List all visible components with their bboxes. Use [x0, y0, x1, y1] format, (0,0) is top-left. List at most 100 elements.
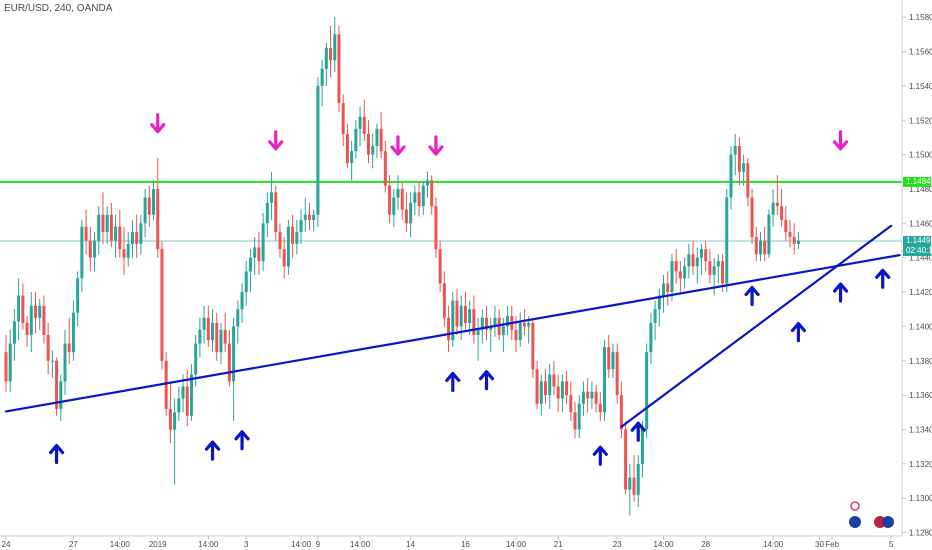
candle[interactable] [598, 391, 602, 421]
candle[interactable] [784, 206, 788, 241]
candle[interactable] [653, 300, 657, 341]
candle[interactable] [771, 188, 775, 227]
candle[interactable] [434, 197, 438, 258]
candle[interactable] [409, 192, 413, 238]
candle[interactable] [421, 182, 425, 215]
candle[interactable] [683, 257, 687, 289]
candle[interactable] [84, 209, 88, 255]
candle[interactable] [232, 317, 236, 421]
candle[interactable] [624, 420, 628, 495]
candle[interactable] [577, 395, 581, 439]
candle[interactable] [657, 288, 661, 327]
candle[interactable] [29, 292, 33, 353]
candle[interactable] [295, 219, 299, 255]
candle[interactable] [430, 175, 434, 215]
candle[interactable] [312, 209, 316, 232]
candle[interactable] [46, 322, 50, 375]
candle[interactable] [291, 214, 295, 258]
candle[interactable] [189, 364, 193, 421]
candle[interactable] [316, 77, 320, 227]
candle[interactable] [476, 317, 480, 361]
candle[interactable] [767, 209, 771, 258]
candle[interactable] [733, 134, 737, 176]
candle[interactable] [666, 271, 670, 306]
candle[interactable] [780, 188, 784, 227]
candle[interactable] [156, 158, 160, 258]
trendline-layer[interactable] [4, 224, 901, 428]
candle[interactable] [42, 295, 46, 344]
candle[interactable] [265, 192, 269, 238]
candle[interactable] [404, 192, 408, 232]
candle[interactable] [792, 223, 796, 255]
candle[interactable] [211, 309, 215, 353]
candle[interactable] [788, 219, 792, 248]
candle[interactable] [152, 180, 156, 220]
candle[interactable] [307, 202, 311, 231]
candle[interactable] [50, 350, 54, 378]
candle[interactable] [25, 316, 29, 348]
candle[interactable] [324, 42, 328, 86]
candle[interactable] [438, 240, 442, 293]
candle[interactable] [219, 322, 223, 365]
candle[interactable] [552, 360, 556, 396]
candle[interactable] [712, 257, 716, 296]
candle[interactable] [202, 305, 206, 344]
candle[interactable] [147, 185, 151, 227]
candle[interactable] [742, 154, 746, 186]
candle[interactable] [223, 312, 227, 353]
candle[interactable] [12, 309, 16, 361]
candle[interactable] [674, 249, 678, 284]
candle[interactable] [522, 309, 526, 335]
candle[interactable] [350, 140, 354, 181]
candle[interactable] [362, 99, 366, 141]
candle[interactable] [105, 206, 109, 244]
candle[interactable] [244, 261, 248, 306]
candle[interactable] [270, 171, 274, 220]
candle[interactable] [649, 312, 653, 365]
candle[interactable] [38, 298, 42, 330]
candle[interactable] [109, 202, 113, 248]
candle[interactable] [122, 226, 126, 275]
candle[interactable] [493, 305, 497, 337]
candle[interactable] [662, 274, 666, 313]
candle[interactable] [746, 158, 750, 207]
candle[interactable] [611, 343, 615, 378]
candle[interactable] [135, 214, 139, 258]
lower-support-trendline[interactable] [4, 254, 901, 413]
candle[interactable] [341, 94, 345, 147]
candle[interactable] [358, 106, 362, 147]
candle[interactable] [396, 175, 400, 210]
candle[interactable] [670, 254, 674, 301]
candle[interactable] [101, 192, 105, 244]
candle[interactable] [388, 175, 392, 224]
candle[interactable] [796, 231, 800, 250]
candle[interactable] [518, 312, 522, 348]
candle[interactable] [463, 292, 467, 330]
candle[interactable] [775, 175, 779, 215]
candle[interactable] [535, 360, 539, 409]
candle[interactable] [17, 278, 21, 341]
candle[interactable] [485, 305, 489, 341]
candle[interactable] [645, 343, 649, 439]
candle[interactable] [177, 386, 181, 421]
candle[interactable] [345, 123, 349, 169]
candle[interactable] [451, 292, 455, 348]
candle[interactable] [93, 231, 97, 272]
candle[interactable] [21, 283, 25, 330]
candle[interactable] [126, 231, 130, 267]
candle[interactable] [63, 329, 67, 396]
candle[interactable] [417, 182, 421, 217]
candle[interactable] [97, 206, 101, 255]
candle[interactable] [704, 240, 708, 272]
candle[interactable] [603, 340, 607, 421]
candle[interactable] [354, 120, 358, 159]
candle[interactable] [160, 240, 164, 370]
candle[interactable] [206, 305, 210, 348]
candle[interactable] [261, 213, 265, 272]
candle[interactable] [80, 219, 84, 293]
candle[interactable] [413, 185, 417, 215]
candle[interactable] [472, 295, 476, 344]
candle[interactable] [76, 271, 80, 327]
candle[interactable] [34, 292, 38, 334]
candle[interactable] [253, 237, 257, 275]
